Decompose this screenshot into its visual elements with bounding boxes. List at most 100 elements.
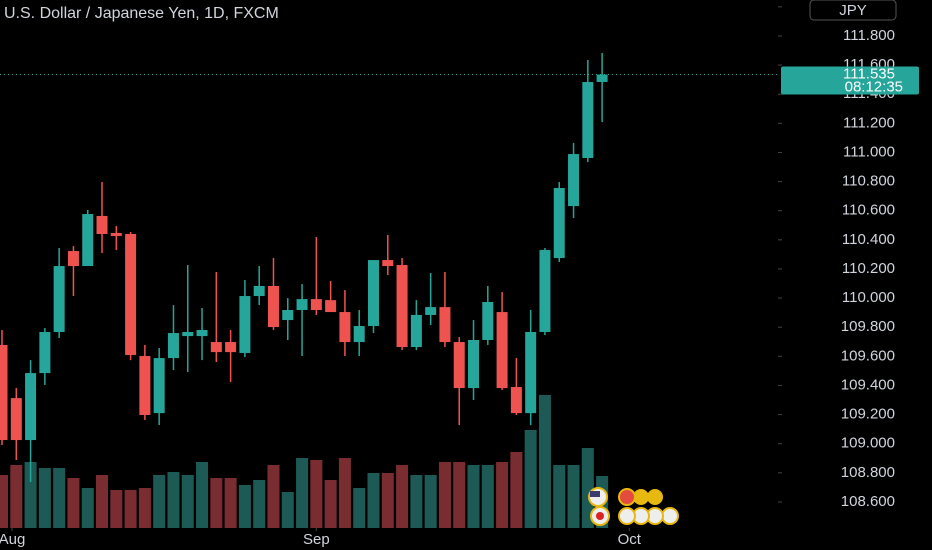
volume-bar (153, 475, 166, 528)
candle-body (82, 214, 94, 267)
volume-bar (138, 488, 151, 528)
volume-bar (38, 468, 51, 528)
currency-label: JPY (839, 2, 867, 19)
y-tick-label: 111.200 (843, 114, 895, 131)
x-tick-label: Oct (618, 531, 642, 548)
candle-body (425, 307, 437, 315)
last-price-badge (781, 66, 919, 95)
volume-bar (324, 480, 337, 528)
y-tick-label: 111.800 (843, 27, 895, 44)
candle-body (139, 356, 151, 416)
volume-bar (96, 475, 109, 528)
candle-body (410, 314, 422, 348)
flag-icon (647, 489, 663, 505)
volume-bar (267, 465, 280, 528)
candle-body (453, 342, 465, 389)
candle-body (525, 332, 537, 414)
y-tick-label: 109.800 (841, 318, 895, 335)
volume-bar (410, 475, 423, 528)
candle-body (210, 342, 222, 353)
candle-body (325, 300, 337, 313)
volume-bar (167, 472, 180, 528)
flag-icon (633, 489, 649, 505)
candle-body (553, 187, 565, 259)
candle-body (125, 234, 137, 356)
volume-bar (353, 488, 366, 528)
flag-icon (661, 507, 679, 525)
volume-bar (124, 490, 137, 528)
candle-body (539, 250, 551, 333)
candle-body (482, 302, 494, 341)
volume-bar (467, 465, 480, 528)
candle-body (53, 266, 65, 333)
candle-body (439, 307, 451, 343)
volume-bar (567, 465, 580, 528)
candle-body (110, 232, 122, 237)
candle-body (296, 299, 308, 311)
candle-body (310, 299, 322, 311)
volume-bar (553, 465, 566, 528)
y-tick-label: 110.800 (842, 173, 895, 190)
volume-layer (0, 395, 609, 528)
volume-bar (396, 465, 409, 528)
volume-bar (110, 490, 123, 528)
flag-icon (596, 512, 604, 520)
volume-bar (0, 475, 9, 528)
volume-bar (524, 430, 537, 528)
candle-body (282, 310, 294, 321)
volume-bar (453, 462, 466, 528)
y-tick-label: 111.000 (843, 143, 895, 160)
chart-title: U.S. Dollar / Japanese Yen, 1D, FXCM (4, 5, 279, 22)
volume-bar (181, 475, 194, 528)
volume-bar (510, 452, 523, 528)
y-tick-label: 108.800 (841, 464, 895, 481)
candle-body (496, 312, 508, 389)
countdown-label: 08:12:35 (845, 79, 903, 96)
candle-body (10, 398, 22, 441)
volume-bar (338, 458, 351, 528)
candle-body (182, 332, 194, 337)
candle-body (196, 329, 208, 337)
candle-body (510, 387, 522, 414)
candle-layer (0, 53, 608, 482)
candle-body (0, 344, 8, 441)
volume-bar (238, 485, 251, 528)
volume-bar (224, 478, 237, 528)
candle-body (96, 215, 108, 235)
flag-icon (590, 491, 600, 497)
y-tick-label: 109.000 (841, 435, 895, 452)
candle-body (153, 358, 165, 414)
volume-bar (481, 465, 494, 528)
candle-body (67, 251, 79, 267)
y-tick-label: 110.400 (842, 231, 895, 248)
y-tick-label: 109.400 (841, 376, 895, 393)
y-tick-label: 110.600 (842, 202, 895, 219)
candle-body (253, 285, 265, 297)
candle-body (367, 260, 379, 327)
volume-bar (81, 488, 94, 528)
volume-bar (381, 473, 394, 528)
candle-body (167, 333, 179, 359)
candle-body (25, 373, 37, 441)
candle-body (568, 154, 580, 207)
candle-body (353, 326, 365, 343)
volume-bar (53, 468, 66, 528)
flag-icon (618, 488, 636, 506)
candle-body (382, 260, 394, 267)
candle-body (596, 74, 608, 82)
volume-bar (538, 395, 551, 528)
volume-bar (210, 478, 223, 528)
volume-bar (24, 462, 37, 528)
volume-bar (496, 462, 509, 528)
y-tick-label: 110.000 (842, 289, 895, 306)
candle-body (39, 332, 51, 374)
y-tick-label: 110.200 (842, 260, 895, 277)
x-tick-label: Aug (0, 531, 25, 548)
volume-bar (367, 473, 380, 528)
volume-bar (438, 462, 451, 528)
y-tick-label: 108.600 (841, 493, 895, 510)
